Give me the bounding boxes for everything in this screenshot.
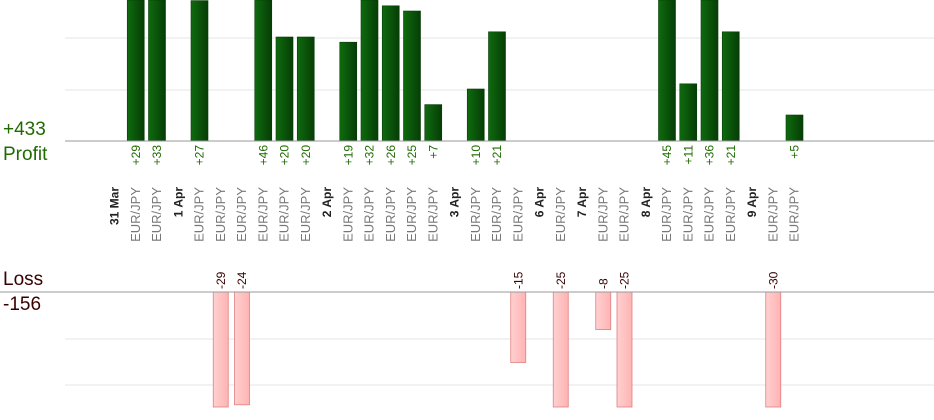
date-label: 7 Apr: [575, 187, 589, 218]
loss-value-label: -25: [618, 271, 632, 289]
profit-value-label: +20: [299, 145, 313, 166]
profit-bar: [148, 0, 166, 142]
profit-bar: [658, 0, 676, 142]
date-label: 8 Apr: [639, 187, 653, 218]
pair-label: EUR/JPY: [468, 187, 483, 242]
profit-value-label: +33: [150, 145, 164, 166]
pair-label: EUR/JPY: [702, 187, 717, 242]
profit-value-label: +10: [469, 145, 483, 166]
loss-bar: [595, 291, 612, 330]
loss-value-label: -29: [214, 271, 228, 289]
loss-title: Loss: [3, 269, 44, 290]
loss-bar: [616, 291, 633, 408]
pair-label: EUR/JPY: [404, 187, 419, 242]
date-label: 31 Mar: [108, 187, 122, 225]
pair-label: EUR/JPY: [298, 187, 313, 242]
profit-value-label: +45: [660, 145, 674, 166]
profit-bar: [339, 41, 358, 142]
profit-value-label: +11: [681, 145, 695, 165]
loss-bar: [234, 291, 250, 406]
profit-bar: [785, 114, 804, 142]
pair-label: EUR/JPY: [595, 187, 610, 242]
pair-label: EUR/JPY: [617, 187, 632, 242]
profit-bar: [403, 10, 421, 142]
profit-bar: [679, 83, 698, 142]
profit-value-label: +20: [278, 145, 292, 166]
date-label: 9 Apr: [745, 187, 759, 218]
pair-label: EUR/JPY: [149, 187, 164, 242]
loss-total: -156: [3, 294, 42, 315]
profit-bar: [296, 36, 315, 142]
pair-label: EUR/JPY: [723, 187, 738, 242]
profit-bar: [126, 0, 145, 142]
profit-value-label: +21: [724, 145, 738, 166]
date-label: 6 Apr: [533, 187, 547, 218]
pair-label: EUR/JPY: [340, 187, 355, 242]
loss-bar: [510, 291, 527, 363]
pair-label: EUR/JPY: [362, 187, 377, 242]
pair-label: EUR/JPY: [659, 187, 674, 242]
pair-label: EUR/JPY: [192, 187, 207, 242]
profit-bar: [360, 0, 379, 142]
profit-value-label: +29: [129, 145, 143, 166]
profit-value-label: +32: [363, 145, 377, 166]
profit-bar: [721, 31, 740, 142]
pair-label: EUR/JPY: [680, 187, 695, 242]
profit-value-label: +5: [788, 145, 802, 159]
pair-label: EUR/JPY: [277, 187, 292, 242]
loss-bar: [552, 291, 569, 408]
pair-label: EUR/JPY: [425, 187, 440, 242]
profit-bar: [424, 104, 443, 142]
loss-bar: [765, 291, 782, 408]
profit-value-label: +27: [193, 145, 207, 166]
pair-label: EUR/JPY: [234, 187, 249, 242]
profit-value-label: +26: [384, 145, 398, 166]
profit-bar: [254, 0, 273, 142]
profit-value-label: +19: [341, 145, 355, 166]
pair-label: EUR/JPY: [489, 187, 504, 242]
loss-value-label: -15: [511, 271, 525, 289]
date-label: 3 Apr: [448, 187, 462, 218]
profit-bar: [700, 0, 719, 142]
pair-label: EUR/JPY: [213, 187, 228, 242]
profit-bar: [466, 88, 485, 142]
profit-value-label: +7: [426, 145, 440, 159]
date-label: 1 Apr: [171, 187, 185, 218]
loss-value-label: -25: [554, 271, 568, 289]
pair-label: EUR/JPY: [553, 187, 568, 242]
date-label: 2 Apr: [320, 187, 334, 218]
profit-value-label: +36: [703, 145, 717, 166]
loss-bar: [212, 291, 229, 408]
profit-bar: [381, 5, 400, 142]
loss-value-label: -24: [235, 271, 249, 289]
loss-value-label: -8: [596, 278, 610, 289]
pair-label: EUR/JPY: [383, 187, 398, 242]
profit-value-label: +25: [405, 145, 419, 166]
profit-title: Profit: [3, 144, 48, 165]
pair-label: EUR/JPY: [128, 187, 143, 242]
profit-value-label: +21: [490, 145, 504, 166]
profit-bar: [275, 36, 294, 142]
pair-label: EUR/JPY: [255, 187, 270, 242]
profit-total: +433: [3, 119, 46, 140]
pair-label: EUR/JPY: [787, 187, 802, 242]
pair-label: EUR/JPY: [765, 187, 780, 242]
loss-value-label: -30: [766, 271, 780, 289]
profit-bar: [488, 31, 506, 142]
profit-value-label: +46: [256, 145, 270, 166]
profit-bar: [190, 0, 209, 142]
pair-label: EUR/JPY: [510, 187, 525, 242]
